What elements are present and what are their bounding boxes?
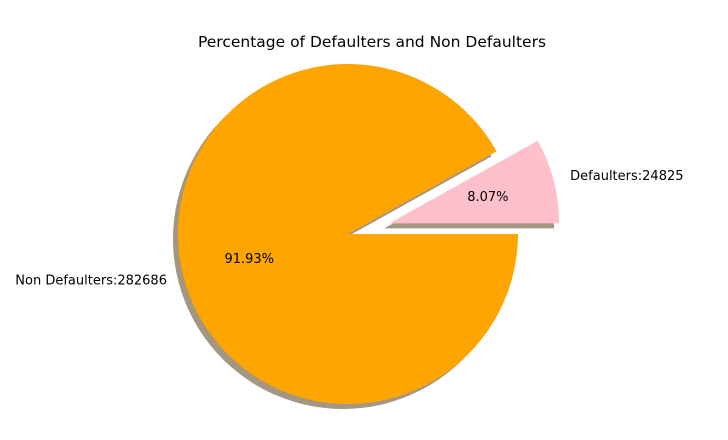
slice-labels: Defaulters:24825 8.07% Non Defaulters:2826…	[15, 169, 683, 289]
pie-slice	[389, 140, 560, 224]
slice-label: Defaulters:24825	[570, 169, 683, 184]
chart-title: Percentage of Defaulters and Non Default…	[198, 33, 546, 51]
slices	[178, 63, 560, 404]
slice-label: Non Defaulters:282686	[15, 273, 167, 288]
slice-percent-label: 91.93%	[224, 252, 274, 267]
slice-percent-label: 8.07%	[467, 190, 508, 205]
pie-slice	[178, 63, 519, 404]
